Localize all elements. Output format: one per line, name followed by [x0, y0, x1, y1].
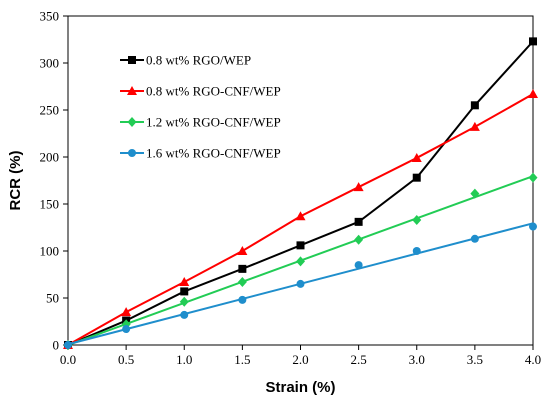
legend-item-2: 0.8 wt% RGO-CNF/WEP — [120, 84, 281, 99]
data-point — [470, 101, 479, 110]
data-point — [353, 182, 364, 192]
data-point — [64, 341, 72, 349]
legend-item-3: 1.2 wt% RGO-CNF/WEP — [120, 115, 281, 130]
y-tick-label: 100 — [40, 244, 60, 259]
data-point — [470, 234, 479, 243]
y-tick-label: 50 — [46, 291, 59, 306]
data-point — [354, 234, 364, 245]
series-4 — [64, 222, 537, 349]
data-point — [529, 222, 537, 231]
data-point — [180, 287, 189, 296]
x-tick-label: 2.0 — [292, 352, 308, 367]
data-point — [179, 296, 189, 307]
x-tick-label: 0.0 — [60, 352, 76, 367]
series-group — [63, 37, 538, 350]
data-point — [180, 310, 189, 319]
plot-frame — [67, 15, 534, 346]
data-point — [528, 89, 538, 99]
legend-swatch-marker — [127, 117, 137, 127]
axes: 0.0 0.5 1.0 1.5 2.0 2.5 3.0 3.5 4.0 0 50 100 150 200 2… — [40, 9, 542, 368]
data-point — [469, 121, 480, 131]
x-tick-label: 3.0 — [409, 352, 425, 367]
data-point — [296, 256, 305, 267]
data-point — [296, 279, 305, 288]
data-point — [354, 217, 363, 226]
y-tick-label: 200 — [40, 150, 60, 165]
legend-swatch-marker — [128, 149, 136, 157]
data-point — [411, 152, 422, 162]
y-tick-label: 250 — [40, 103, 60, 118]
x-tick-label: 4.0 — [525, 352, 541, 367]
y-tick-label: 0 — [53, 338, 60, 353]
legend-swatch-marker — [128, 56, 136, 64]
data-point — [529, 37, 537, 46]
legend-label: 1.2 wt% RGO-CNF/WEP — [146, 115, 281, 130]
data-point — [296, 241, 305, 250]
series-2 — [63, 89, 538, 349]
legend-swatch-marker — [127, 86, 137, 95]
x-tick-label: 1.5 — [234, 352, 250, 367]
legend-item-1: 0.8 wt% RGO/WEP — [120, 53, 251, 68]
data-point — [238, 295, 247, 304]
data-point — [412, 214, 422, 225]
data-point — [528, 172, 538, 183]
x-tick-label: 3.5 — [467, 352, 483, 367]
x-tick-label: 2.5 — [351, 352, 367, 367]
data-point — [412, 173, 421, 182]
data-point — [179, 277, 190, 287]
legend-label: 0.8 wt% RGO-CNF/WEP — [146, 84, 281, 99]
y-axis-title: RCR (%) — [7, 151, 24, 211]
y-tick-label: 350 — [40, 9, 60, 24]
data-point — [295, 211, 306, 221]
y-tick-label: 300 — [40, 56, 60, 71]
legend-label: 1.6 wt% RGO-CNF/WEP — [146, 146, 281, 161]
data-point — [121, 307, 132, 317]
legend-item-4: 1.6 wt% RGO-CNF/WEP — [120, 146, 281, 161]
data-point — [237, 246, 248, 255]
series-line — [67, 40, 534, 346]
legend-label: 0.8 wt% RGO/WEP — [146, 53, 251, 68]
legend: 0.8 wt% RGO/WEP 0.8 wt% RGO-CNF/WEP 1.2 wt… — [120, 53, 281, 161]
x-tick-label: 1.0 — [176, 352, 192, 367]
data-point — [470, 188, 480, 199]
data-point — [237, 277, 247, 288]
data-point — [238, 264, 247, 273]
series-1 — [64, 37, 537, 349]
data-point — [354, 261, 363, 270]
y-tick-label: 150 — [40, 197, 60, 212]
series-3 — [63, 172, 538, 350]
x-tick-label: 0.5 — [118, 352, 134, 367]
data-point — [122, 325, 131, 334]
x-axis-title: Strain (%) — [265, 379, 335, 396]
data-point — [412, 247, 421, 255]
